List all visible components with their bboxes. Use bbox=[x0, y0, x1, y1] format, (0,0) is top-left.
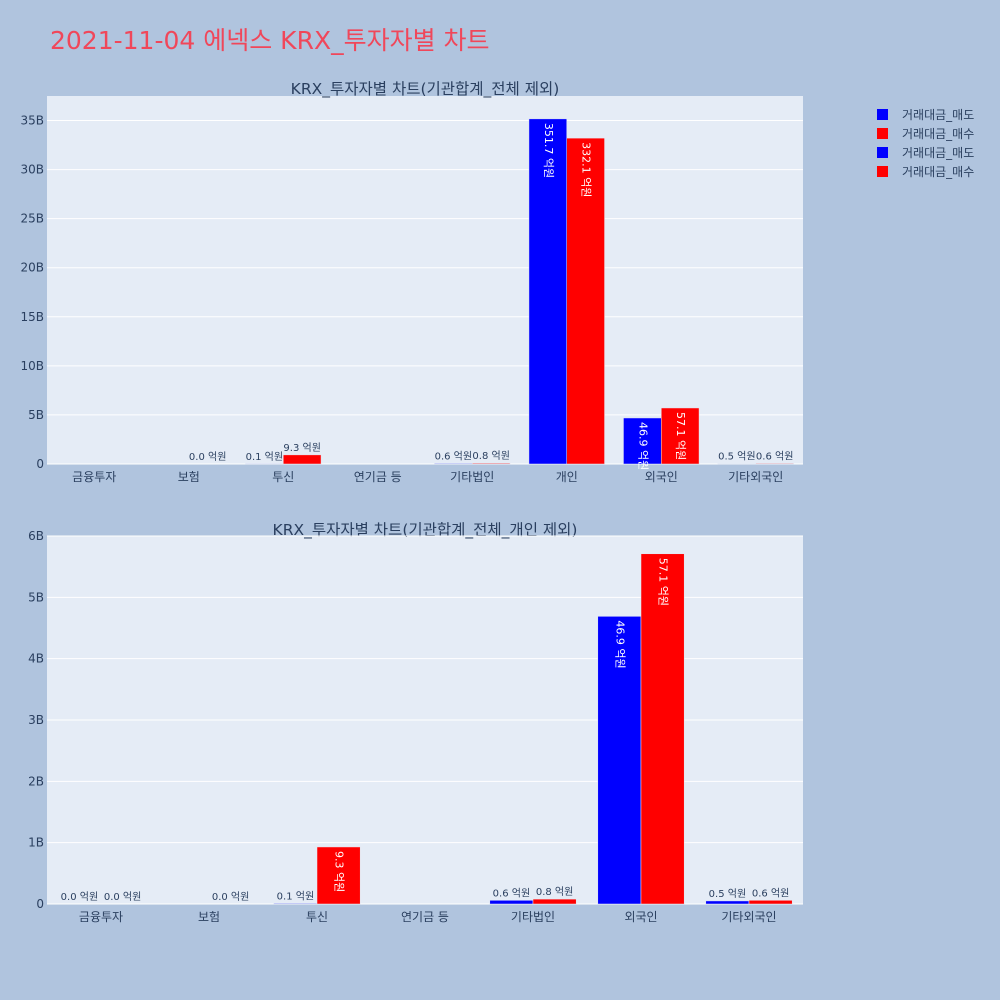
bar-buy bbox=[316, 846, 361, 905]
data-label: 351.7 억원 bbox=[542, 123, 555, 178]
x-tick-label: 기타외국인 bbox=[721, 910, 776, 924]
x-tick-label: 금융투자 bbox=[79, 910, 123, 924]
legend-swatch bbox=[877, 166, 888, 177]
y-tick-label: 5B bbox=[28, 408, 44, 422]
x-tick-label: 기타법인 bbox=[450, 470, 494, 484]
x-tick-label: 연기금 등 bbox=[401, 910, 449, 924]
y-tick-label: 6B bbox=[28, 529, 44, 543]
data-label: 0.8 억원 bbox=[536, 886, 573, 898]
data-label: 332.1 억원 bbox=[580, 142, 593, 197]
chart-title: KRX_투자자별 차트(기관합계_전체 제외) bbox=[291, 80, 560, 99]
x-tick-label: 개인 bbox=[556, 470, 578, 484]
x-tick-label: 기타법인 bbox=[511, 910, 555, 924]
y-tick-label: 15B bbox=[20, 310, 44, 324]
x-tick-label: 투신 bbox=[272, 470, 294, 484]
legend-swatch bbox=[877, 109, 888, 120]
x-tick-label: 보험 bbox=[198, 910, 220, 924]
bar-sell bbox=[434, 463, 473, 465]
data-label: 46.9 억원 bbox=[613, 620, 626, 668]
y-tick-label: 4B bbox=[28, 652, 44, 666]
bar-sell bbox=[489, 900, 534, 905]
bar-buy bbox=[566, 137, 605, 465]
data-label: 57.1 억원 bbox=[657, 558, 670, 606]
legend-label[interactable]: 거래대금_매도 bbox=[902, 108, 974, 122]
data-label: 0.6 억원 bbox=[756, 450, 793, 462]
bar-sell bbox=[273, 903, 318, 905]
chart-1: KRX_투자자별 차트(기관합계_전체 제외) 0 5B 10B 15B 20B 25B 30… bbox=[20, 80, 803, 484]
data-label: 0.5 억원 bbox=[718, 451, 755, 463]
y-tick-label: 3B bbox=[28, 713, 44, 727]
chart-2: KRX_투자자별 차트(기관합계_전체_개인 제외) 0 1B 2B 3B 4B 5B 6B 금… bbox=[28, 521, 803, 924]
y-tick-label: 1B bbox=[28, 836, 44, 850]
bar-sell bbox=[528, 118, 568, 465]
y-tick-label: 10B bbox=[20, 359, 44, 373]
legend-swatch bbox=[877, 147, 888, 158]
y-tick-label: 0 bbox=[36, 897, 44, 911]
data-label: 0.5 억원 bbox=[709, 888, 746, 900]
plot-area bbox=[47, 96, 803, 464]
y-tick-label: 20B bbox=[20, 261, 44, 275]
y-tick-label: 2B bbox=[28, 774, 44, 788]
bar-buy bbox=[640, 553, 685, 905]
data-label: 0.6 억원 bbox=[752, 887, 789, 899]
x-tick-label: 외국인 bbox=[624, 910, 657, 924]
x-tick-label: 기타외국인 bbox=[728, 470, 783, 484]
bar-sell bbox=[597, 616, 642, 905]
y-tick-label: 0 bbox=[36, 457, 44, 471]
bar-buy bbox=[472, 462, 511, 465]
bar-buy bbox=[532, 898, 577, 905]
legend-label[interactable]: 거래대금_매수 bbox=[902, 127, 974, 141]
legend-label[interactable]: 거래대금_매도 bbox=[902, 146, 974, 160]
bar-buy bbox=[661, 407, 700, 465]
data-label: 0.1 억원 bbox=[277, 890, 314, 902]
x-tick-label: 금융투자 bbox=[72, 470, 116, 484]
x-tick-label: 외국인 bbox=[645, 470, 678, 484]
data-label: 0.0 억원 bbox=[212, 891, 249, 903]
data-label: 0.8 억원 bbox=[472, 450, 509, 462]
chart-title: KRX_투자자별 차트(기관합계_전체_개인 제외) bbox=[273, 521, 578, 540]
data-label: 46.9 억원 bbox=[636, 422, 649, 470]
data-label: 0.1 억원 bbox=[246, 451, 283, 463]
data-label: 0.0 억원 bbox=[189, 451, 226, 463]
bar-sell bbox=[705, 900, 750, 905]
data-label: 0.0 억원 bbox=[104, 891, 141, 903]
legend-swatch bbox=[877, 128, 888, 139]
y-tick-label: 5B bbox=[28, 590, 44, 604]
legend-label[interactable]: 거래대금_매수 bbox=[902, 165, 974, 179]
data-label: 0.0 억원 bbox=[61, 891, 98, 903]
y-tick-label: 25B bbox=[20, 212, 44, 226]
data-label: 9.3 억원 bbox=[333, 851, 346, 892]
y-tick-label: 35B bbox=[20, 114, 44, 128]
data-label: 0.6 억원 bbox=[493, 887, 530, 899]
bar-buy bbox=[748, 900, 793, 905]
data-label: 0.6 억원 bbox=[435, 450, 472, 462]
x-tick-label: 연기금 등 bbox=[354, 470, 402, 484]
data-label: 9.3 억원 bbox=[283, 442, 320, 454]
x-tick-label: 투신 bbox=[306, 910, 328, 924]
bar-buy bbox=[755, 463, 794, 465]
y-tick-label: 30B bbox=[20, 163, 44, 177]
x-tick-label: 보험 bbox=[178, 470, 200, 484]
bar-buy bbox=[283, 454, 322, 465]
data-label: 57.1 억원 bbox=[674, 412, 687, 460]
page-title: 2021-11-04 에넥스 KRX_투자자별 차트 bbox=[50, 26, 490, 55]
bar-sell bbox=[623, 417, 662, 465]
